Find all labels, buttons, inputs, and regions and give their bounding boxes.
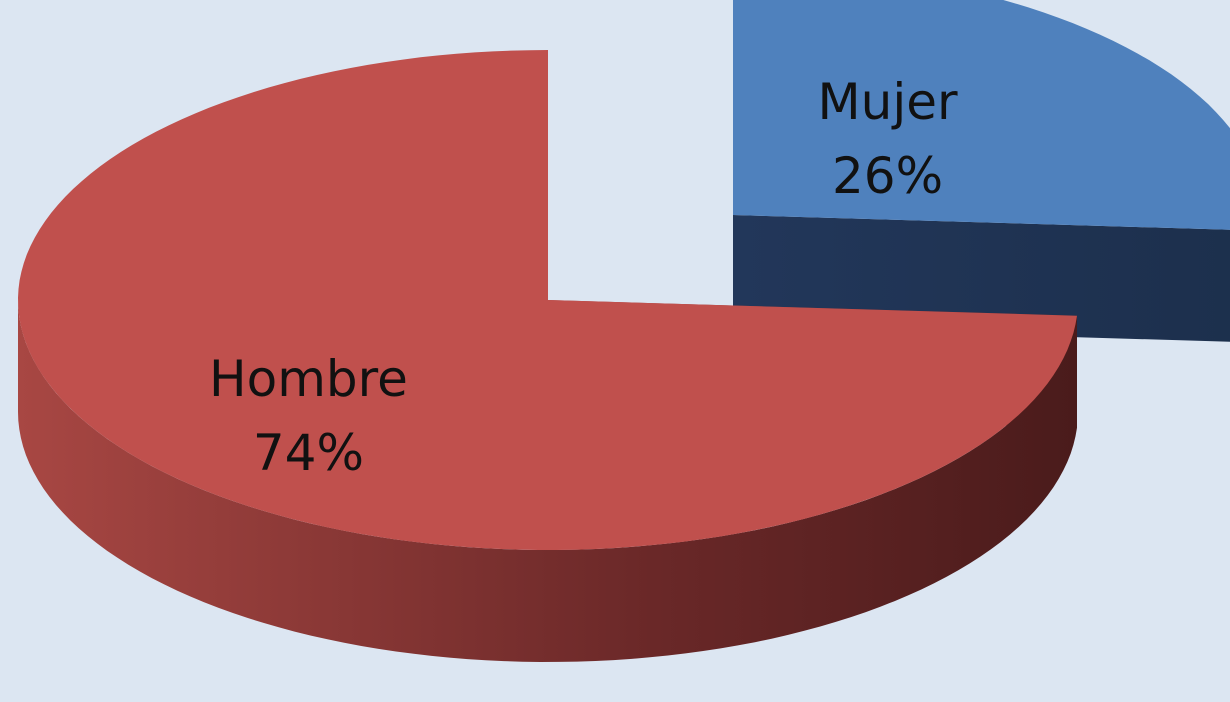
slice (18, 50, 1077, 550)
slice-value-label: 26% (832, 147, 943, 205)
slice-side (18, 300, 1077, 662)
slice-label: Hombre (209, 350, 408, 408)
slice (733, 0, 1230, 230)
slice-value-label: 74% (253, 424, 364, 482)
slice-label: Mujer (818, 73, 958, 131)
